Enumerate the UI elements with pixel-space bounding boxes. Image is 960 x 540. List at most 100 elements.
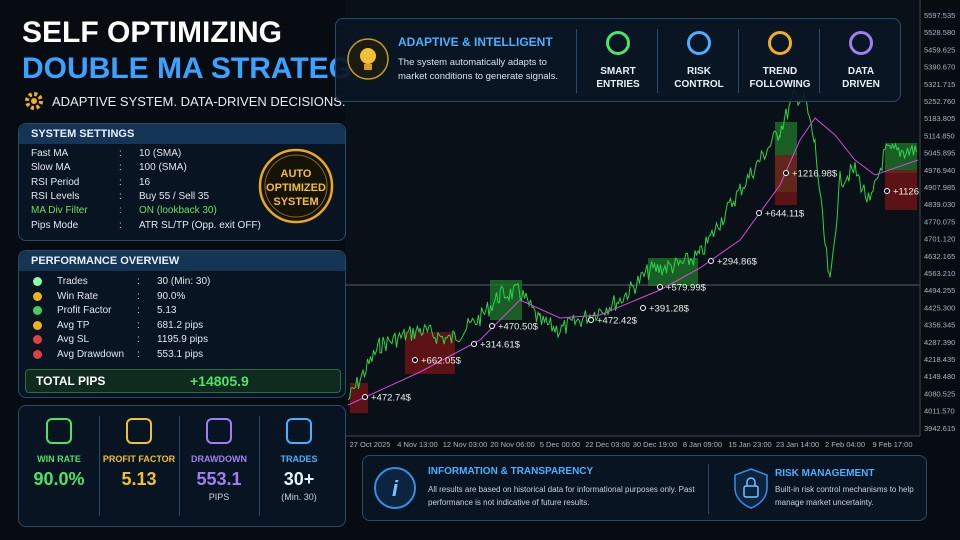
setting-value: ATR SL/TP (Opp. exit OFF)	[139, 219, 261, 231]
colon: :	[137, 334, 140, 345]
trade-marker	[657, 284, 663, 290]
trade-label: +662.05$	[421, 356, 462, 367]
perf-value: 553.1 pips	[157, 348, 204, 360]
trade-marker	[489, 323, 495, 329]
bulb-icon	[347, 38, 389, 80]
ma-line	[347, 117, 919, 406]
card-label: PROFIT FACTOR	[102, 454, 176, 464]
y-tick-label: 4356.345	[924, 321, 955, 330]
x-tick-label: 27 Oct 2025	[350, 440, 391, 449]
setting-label: Slow MA	[31, 162, 71, 174]
card-icon	[46, 418, 72, 444]
setting-label: Pips Mode	[31, 219, 79, 231]
card-value: 90.0%	[33, 469, 85, 489]
lock-icon	[734, 468, 768, 509]
feature-icon	[849, 31, 873, 55]
y-tick-label: 5321.715	[924, 80, 955, 89]
trade-marker	[783, 170, 789, 176]
y-tick-label: 4976.940	[924, 166, 955, 175]
colon: :	[119, 148, 122, 159]
info-panel: i INFORMATION & TRANSPARENCY All results…	[362, 455, 927, 521]
y-tick-label: 5045.895	[924, 149, 955, 158]
badge-text: AUTO OPTIMIZED SYSTEM	[266, 168, 326, 208]
perf-label: Avg Drawdown	[57, 348, 125, 360]
divider	[738, 29, 739, 93]
y-tick-label: 4080.525	[924, 389, 955, 398]
total-label: TOTAL PIPS	[36, 374, 106, 388]
y-tick-label: 5114.850	[924, 131, 955, 140]
feature-item: DATA DRIVEN	[842, 66, 880, 90]
x-tick-label: 9 Feb 17:00	[872, 440, 912, 449]
card-icon	[206, 418, 232, 444]
risk-text: Built-in risk control mechanisms to help…	[775, 485, 914, 507]
card-value: 553.1	[196, 469, 242, 489]
card-label: WIN RATE	[37, 454, 81, 464]
perf-label: Avg TP	[57, 319, 90, 331]
divider	[259, 416, 260, 516]
y-tick-label: 3942.615	[924, 424, 955, 433]
divider	[179, 416, 180, 516]
info-text: All results are based on historical data…	[428, 485, 695, 507]
trade-label: +472.74$	[371, 393, 412, 404]
trade-label: +391.28$	[649, 304, 690, 315]
y-tick-label: 5528.580	[924, 28, 955, 37]
trade-box	[885, 170, 917, 210]
info-title: INFORMATION & TRANSPARENCY	[428, 466, 594, 477]
feature-icon	[687, 31, 711, 55]
feature-items: SMART ENTRIES RISK CONTROL TREND FOLLOWING…	[576, 19, 902, 103]
total-bar: TOTAL PIPS +14805.9	[25, 369, 341, 393]
y-tick-label: 4011.570	[924, 407, 955, 416]
divider	[708, 464, 709, 514]
card-label: DRAWDOWN	[191, 454, 247, 464]
trade-label: +294.86$	[717, 257, 758, 268]
y-tick-label: 4563.210	[924, 269, 955, 278]
setting-label: MA Div Filter	[31, 205, 88, 217]
title: DOUBLE MA STRATEGY	[22, 52, 372, 85]
colon: :	[137, 276, 140, 287]
y-tick-label: 4839.030	[924, 200, 955, 209]
y-tick-label: 4701.120	[924, 235, 955, 244]
x-tick-label: 15 Jan 23:00	[728, 440, 771, 449]
trade-marker	[588, 317, 594, 323]
setting-value: ON (lookback 30)	[139, 205, 217, 217]
cards-panel: WIN RATE 90.0% PROFIT FACTOR 5.13 DRAWDOWN 55…	[18, 405, 346, 527]
trade-marker	[471, 341, 477, 347]
trade-marker	[708, 258, 714, 264]
info-icon: i	[374, 467, 416, 509]
feature-item: SMART ENTRIES	[596, 66, 640, 90]
svg-text:i: i	[392, 476, 399, 501]
x-tick-label: 23 Jan 14:00	[776, 440, 819, 449]
colon: :	[137, 348, 140, 360]
trade-box	[405, 332, 455, 374]
trade-marker	[412, 357, 418, 363]
colon: :	[119, 190, 122, 202]
y-tick-label: 5252.760	[924, 97, 955, 106]
colon: :	[137, 290, 140, 302]
card-value: 30+	[283, 469, 315, 489]
colon: :	[137, 319, 140, 331]
y-tick-label: 4425.300	[924, 303, 955, 312]
x-tick-label: 8 Jan 09:00	[683, 440, 722, 449]
x-tick-label: 2 Feb 04:00	[825, 440, 865, 449]
x-tick-label: 12 Nov 03:00	[443, 440, 488, 449]
y-tick-label: 4494.255	[924, 286, 955, 295]
row-icon	[33, 335, 42, 344]
colon: :	[137, 305, 140, 316]
y-tick-label: 4149.480	[924, 372, 955, 381]
perf-label: Win Rate	[57, 290, 99, 302]
trade-label: +314.61$	[480, 340, 521, 351]
total-value: +14805.9	[190, 373, 249, 389]
colon: :	[119, 176, 122, 188]
colon: :	[119, 219, 122, 231]
feature-title: ADAPTIVE & INTELLIGENT	[398, 35, 553, 49]
y-tick-label: 4907.985	[924, 183, 955, 192]
trade-marker	[884, 188, 890, 194]
gear-icon	[25, 92, 43, 110]
x-tick-label: 4 Nov 13:00	[397, 440, 437, 449]
row-icon	[33, 349, 42, 359]
trade-label: +1126	[893, 187, 919, 198]
feature-item: RISK CONTROL	[674, 66, 724, 90]
y-tick-label: 4218.435	[924, 355, 955, 364]
setting-label: RSI Levels	[31, 190, 80, 202]
feature-icon	[606, 31, 630, 55]
